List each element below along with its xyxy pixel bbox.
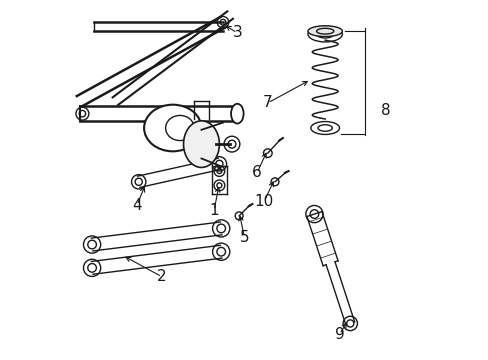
Text: 10: 10: [254, 194, 273, 209]
Text: 6: 6: [252, 165, 262, 180]
Text: 7: 7: [263, 95, 272, 111]
Text: 5: 5: [239, 230, 249, 245]
Text: 2: 2: [157, 269, 166, 284]
Ellipse shape: [144, 105, 201, 151]
Ellipse shape: [230, 104, 243, 123]
Text: 4: 4: [132, 198, 142, 213]
Text: 9: 9: [334, 327, 344, 342]
Text: 8: 8: [381, 103, 390, 118]
Text: 3: 3: [232, 26, 242, 40]
Ellipse shape: [183, 121, 219, 167]
Ellipse shape: [307, 26, 342, 37]
Text: 1: 1: [209, 203, 219, 218]
